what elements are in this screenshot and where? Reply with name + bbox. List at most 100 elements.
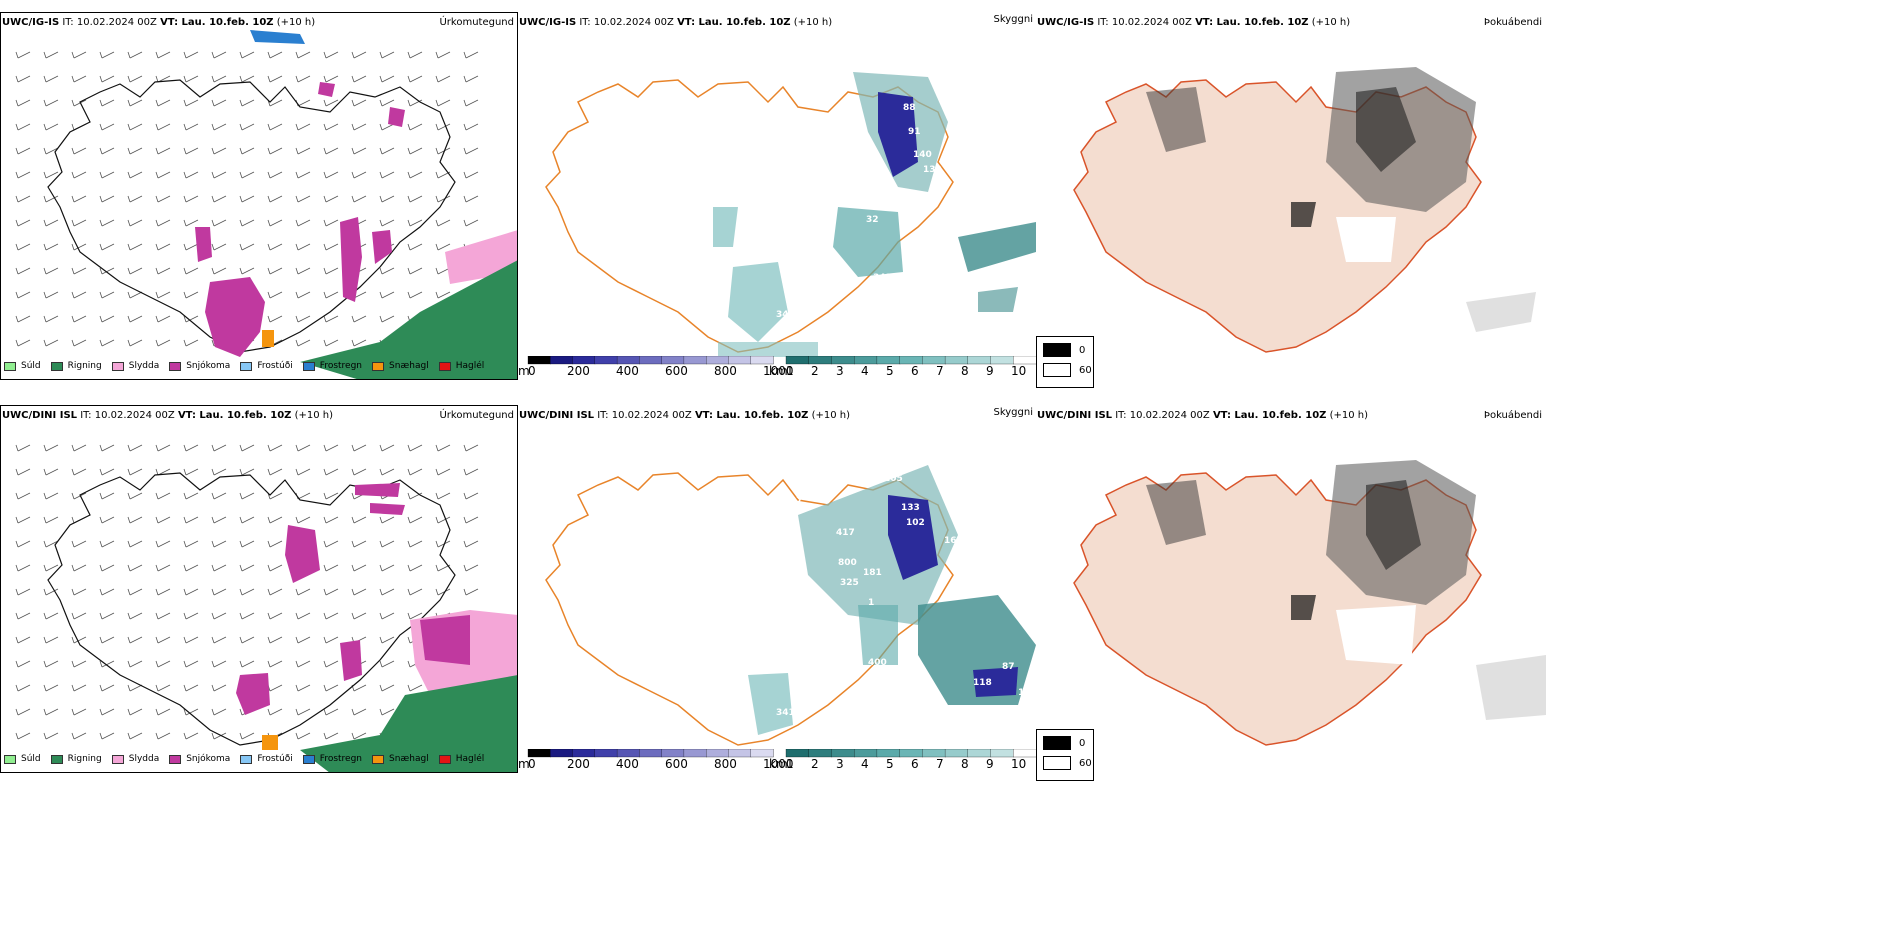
wind-barb: [185, 171, 199, 179]
visibility-value-label: 168: [1016, 305, 1035, 315]
wind-barb-tick: [407, 564, 411, 572]
wind-barb-tick: [99, 564, 103, 572]
wind-barb: [17, 684, 31, 692]
wind-barb: [157, 660, 171, 668]
wind-barb-tick: [323, 516, 327, 524]
wind-barb-tick: [15, 612, 19, 620]
wind-barb-tick: [15, 75, 19, 83]
model-name: UWC/IG-IS: [519, 17, 577, 28]
wind-barb: [381, 684, 395, 692]
wind-barb-tick: [71, 612, 75, 620]
wind-barb-tick: [239, 516, 243, 524]
wind-barb: [45, 588, 59, 596]
wind-barb: [381, 468, 395, 476]
wind-barb-tick: [295, 636, 299, 644]
colorbar-tick-label: 3: [836, 757, 844, 771]
wind-barb: [185, 51, 199, 59]
wind-barb: [101, 732, 115, 740]
legend-label: Rigning: [67, 754, 102, 764]
wind-barb-tick: [43, 147, 47, 155]
visibility-value-label: 417: [836, 528, 855, 538]
lead-time: (+10 h): [811, 410, 851, 421]
wind-barb-tick: [239, 171, 243, 179]
wind-barb: [353, 339, 367, 347]
wind-barb: [325, 516, 339, 524]
wind-barb-tick: [183, 444, 187, 452]
visibility-value-label: 500: [978, 350, 997, 360]
wind-barb-tick: [267, 291, 271, 299]
precip-legend: Súld Rigning Slydda Snjókoma Frostúði Frostre…: [4, 750, 494, 768]
wind-barb: [353, 123, 367, 131]
wind-barb-tick: [155, 540, 159, 548]
wind-barb-tick: [379, 123, 383, 131]
wind-barb-tick: [127, 684, 131, 692]
wind-barb-tick: [71, 684, 75, 692]
wind-barb: [325, 171, 339, 179]
wind-barb-tick: [99, 612, 103, 620]
wind-barb-tick: [99, 684, 103, 692]
wind-barb-tick: [99, 492, 103, 500]
panel-title: Skyggni: [993, 407, 1033, 418]
wind-barb-tick: [435, 588, 439, 596]
m-unit-label: m: [518, 757, 530, 771]
visibility-value-label: 140: [913, 150, 932, 160]
legend-swatch: [1043, 343, 1071, 357]
wind-barb: [129, 123, 143, 131]
wind-barb-tick: [435, 219, 439, 227]
wind-barb: [325, 243, 339, 251]
wind-barb: [325, 123, 339, 131]
wind-barb-tick: [239, 612, 243, 620]
colorbar-segment: [876, 356, 901, 365]
it-value: 10.02.2024 00Z: [593, 17, 674, 28]
wind-barb: [73, 147, 87, 155]
wind-barb: [325, 51, 339, 59]
wind-barb: [269, 444, 283, 452]
wind-barb: [241, 123, 255, 131]
wind-barb: [17, 660, 31, 668]
wind-barb-tick: [463, 171, 467, 179]
precip-legend: Súld Rigning Slydda Snjókoma Frostúði Frostre…: [4, 357, 494, 375]
legend-swatch: [50, 361, 63, 371]
wind-barb: [297, 267, 311, 275]
wind-barb-tick: [379, 75, 383, 83]
wind-barb: [45, 219, 59, 227]
visibility-value-label: 344: [776, 310, 795, 320]
wind-barb-tick: [323, 684, 327, 692]
wind-barb: [325, 564, 339, 572]
wind-barb: [17, 99, 31, 107]
wind-barb: [73, 636, 87, 644]
wind-barb: [213, 147, 227, 155]
colorbar-segment: [967, 749, 992, 758]
wind-barb: [241, 267, 255, 275]
visibility-map-ig-is: 6 88 91 103 140 139 11 32 341 344 168 411 500: [545, 72, 1036, 360]
wind-barb-tick: [351, 588, 355, 596]
wind-barb-tick: [15, 708, 19, 716]
wind-barb-tick: [211, 612, 215, 620]
wind-barb-tick: [407, 540, 411, 548]
wind-barb: [241, 195, 255, 203]
colorbar-segment: [944, 356, 969, 365]
wind-barb: [73, 171, 87, 179]
wind-barb: [409, 75, 423, 83]
wind-barb-tick: [351, 708, 355, 716]
fog-legend-item: 0: [1043, 736, 1085, 750]
wind-barb-tick: [295, 267, 299, 275]
wind-barb: [437, 291, 451, 299]
wind-barb: [381, 315, 395, 323]
legend-label: Snjókoma: [186, 361, 231, 371]
wind-barb-tick: [295, 147, 299, 155]
wind-barb: [297, 339, 311, 347]
wind-barb-tick: [183, 660, 187, 668]
wind-barb-tick: [239, 660, 243, 668]
wind-barb: [409, 219, 423, 227]
visibility-colorbar: [527, 356, 1036, 365]
m-unit-label: m: [518, 364, 530, 378]
wind-barb-tick: [323, 588, 327, 596]
wind-barb: [409, 123, 423, 131]
wind-barb: [241, 636, 255, 644]
wind-barb: [129, 219, 143, 227]
colorbar-segment: [1013, 356, 1036, 365]
wind-barb-tick: [323, 636, 327, 644]
it-label: IT:: [80, 410, 92, 421]
wind-barb-tick: [463, 540, 467, 548]
